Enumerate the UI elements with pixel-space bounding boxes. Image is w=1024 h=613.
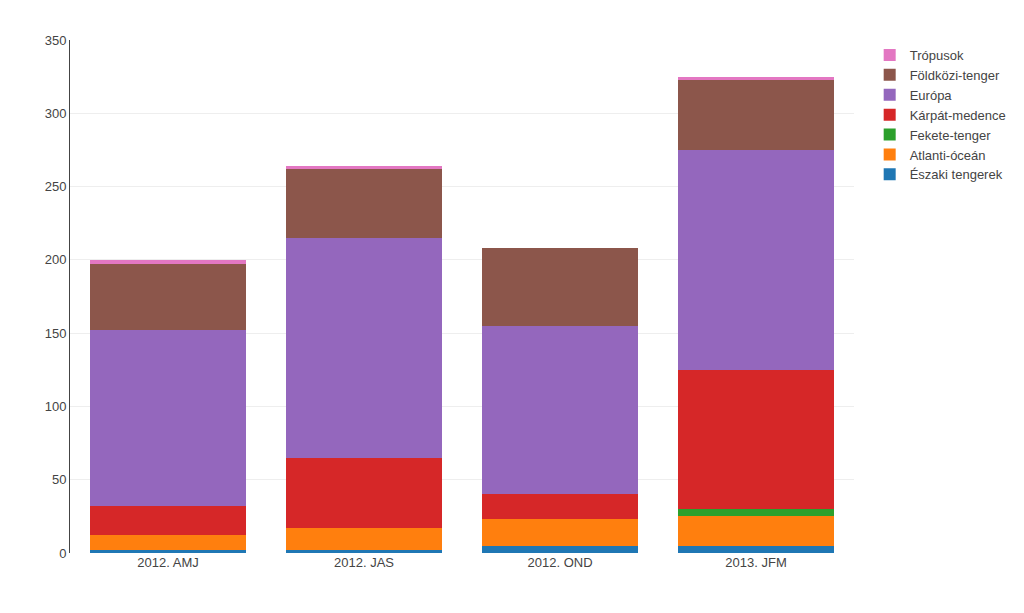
svg-text:2012. JAS: 2012. JAS: [334, 555, 394, 570]
svg-text:300: 300: [45, 106, 67, 121]
svg-text:250: 250: [45, 179, 67, 194]
svg-text:Északi tengerek: Északi tengerek: [910, 167, 1003, 182]
svg-text:200: 200: [45, 252, 67, 267]
svg-text:Kárpát-medence: Kárpát-medence: [910, 108, 1006, 123]
svg-text:50: 50: [52, 472, 66, 487]
svg-text:Atlanti-óceán: Atlanti-óceán: [910, 148, 986, 163]
svg-text:2012. OND: 2012. OND: [527, 555, 592, 570]
svg-text:Földközi-tenger: Földközi-tenger: [910, 68, 1000, 83]
svg-text:2013. JFM: 2013. JFM: [725, 555, 786, 570]
svg-text:2012. AMJ: 2012. AMJ: [137, 555, 198, 570]
svg-text:0: 0: [59, 546, 66, 561]
svg-text:150: 150: [45, 326, 67, 341]
svg-text:Európa: Európa: [910, 88, 953, 103]
svg-text:100: 100: [45, 399, 67, 414]
svg-text:Fekete-tenger: Fekete-tenger: [910, 128, 992, 143]
svg-text:350: 350: [45, 33, 67, 48]
svg-text:Trópusok: Trópusok: [910, 48, 964, 63]
